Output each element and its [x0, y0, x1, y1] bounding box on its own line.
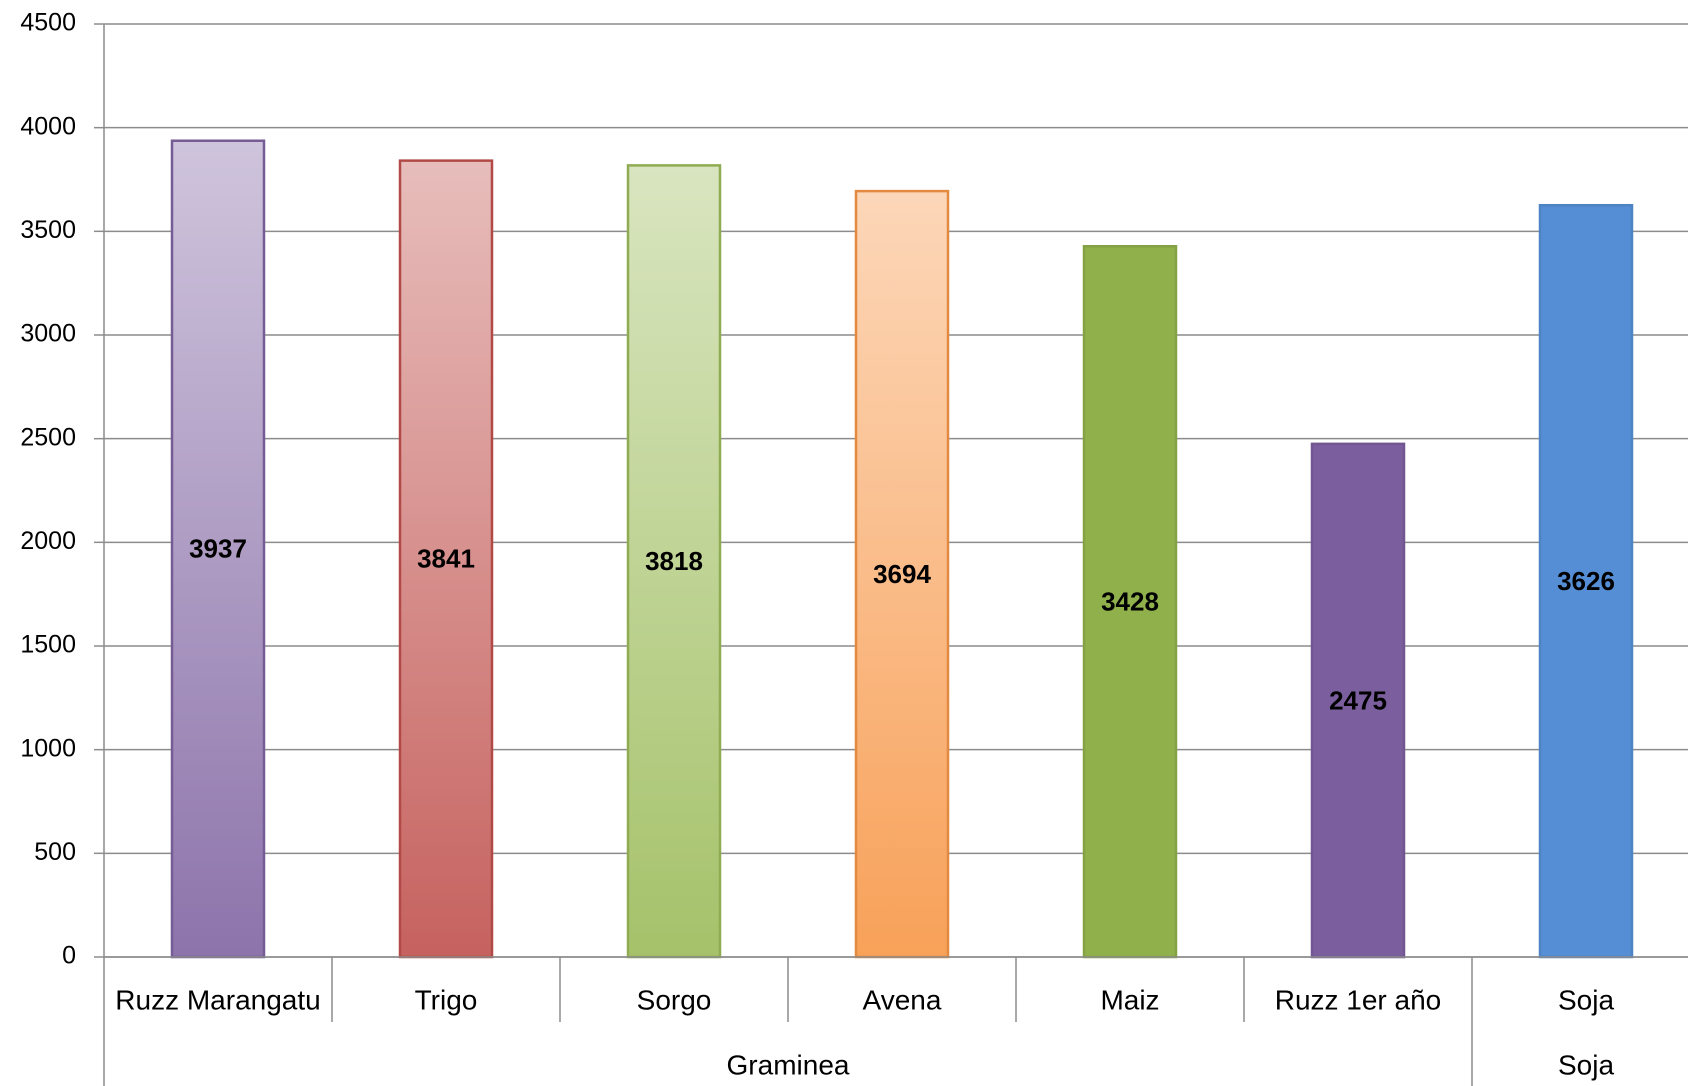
- y-tick-label: 3000: [20, 320, 76, 348]
- y-tick-label: 2000: [20, 527, 76, 555]
- bar: [854, 189, 950, 959]
- value-label: 3841: [417, 544, 475, 574]
- y-tick-label: 4500: [20, 9, 76, 37]
- bar: [626, 164, 722, 959]
- bar: [1310, 442, 1406, 959]
- value-label: 3626: [1557, 566, 1615, 596]
- y-tick-label: 1500: [20, 631, 76, 659]
- y-tick-label: 3500: [20, 216, 76, 244]
- x-tick-label: Ruzz 1er año: [1275, 984, 1442, 1015]
- value-label: 3818: [645, 546, 703, 576]
- group-label: Soja: [1558, 1049, 1614, 1080]
- x-tick-label: Sorgo: [637, 984, 712, 1015]
- value-label: 3428: [1101, 587, 1159, 617]
- group-label: Graminea: [727, 1049, 850, 1080]
- value-label: 2475: [1329, 685, 1387, 715]
- x-tick-label: Avena: [863, 984, 942, 1015]
- value-label: 3694: [873, 559, 931, 589]
- bar: [170, 139, 266, 959]
- y-tick-label: 4000: [20, 112, 76, 140]
- bar: [1082, 245, 1178, 959]
- x-tick-label: Soja: [1558, 984, 1614, 1015]
- y-tick-label: 2500: [20, 423, 76, 451]
- bar: [398, 159, 494, 959]
- x-tick-label: Trigo: [415, 984, 478, 1015]
- value-label: 3937: [189, 534, 247, 564]
- y-tick-label: 500: [34, 838, 76, 866]
- y-tick-label: 1000: [20, 734, 76, 762]
- y-tick-label: 0: [62, 942, 76, 970]
- x-tick-label: Maiz: [1100, 984, 1159, 1015]
- x-tick-label: Ruzz Marangatu: [115, 984, 320, 1015]
